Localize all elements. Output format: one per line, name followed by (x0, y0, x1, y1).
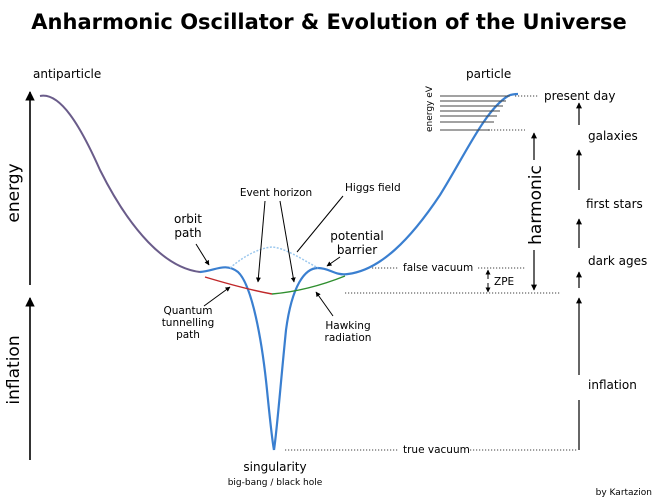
event-horizon-label: Event horizon (240, 187, 312, 199)
first-stars-label: first stars (586, 197, 643, 211)
orbit-path-arrow (195, 243, 210, 266)
higgs-field-label: Higgs field (345, 182, 401, 194)
inflation-right-label: inflation (588, 378, 637, 392)
singularity-label: singularity (243, 460, 306, 474)
diagram-title: Anharmonic Oscillator & Evolution of the… (31, 10, 626, 34)
hawking-radiation-label-line2: radiation (325, 332, 372, 344)
event-horizon-arrow-left (255, 200, 266, 283)
quantum-tunnelling-label-line3: path (176, 329, 200, 341)
higgs-field-curve (229, 246, 319, 269)
dark-ages-label: dark ages (588, 254, 647, 268)
higgs-field-pointer (296, 195, 344, 253)
present-day-label: present day (544, 89, 616, 103)
particle-label: particle (466, 67, 511, 81)
false-vacuum-label: false vacuum (403, 262, 473, 274)
tunnelling-arrow (203, 286, 231, 307)
inflation-left-label: inflation (4, 335, 24, 404)
potential-well-right-wall (272, 92, 519, 451)
credit-label: by Kartazion (596, 488, 652, 498)
energy-levels (440, 95, 510, 131)
hawking-radiation-curve (271, 275, 346, 295)
potential-well-left-wall (199, 266, 276, 451)
potential-curve-left (39, 94, 201, 273)
orbit-path-label-line1: orbit (174, 212, 202, 226)
antiparticle-label: antiparticle (33, 67, 101, 81)
orbit-path-label-line2: path (174, 226, 201, 240)
potential-barrier-arrow (326, 256, 341, 267)
energy-label: energy (4, 163, 24, 222)
zpe-label: ZPE (494, 276, 514, 288)
potential-barrier-label-line1: potential (330, 229, 383, 243)
quantum-tunnelling-label-line2: tunnelling (162, 317, 215, 329)
hawking-radiation-arrow (315, 291, 334, 317)
harmonic-label: harmonic (526, 165, 546, 245)
true-vacuum-label: true vacuum (403, 444, 470, 456)
bigbang-label: big-bang / black hole (228, 478, 323, 488)
hawking-radiation-label-line1: Hawking (325, 320, 370, 332)
quantum-tunnelling-label-line1: Quantum (163, 305, 212, 317)
event-horizon-arrow-right (279, 200, 296, 283)
galaxies-label: galaxies (588, 129, 638, 143)
energy-ev-label: energy eV (425, 85, 435, 132)
tunnelling-path-curve (204, 276, 273, 295)
potential-barrier-label-line2: barrier (337, 243, 377, 257)
